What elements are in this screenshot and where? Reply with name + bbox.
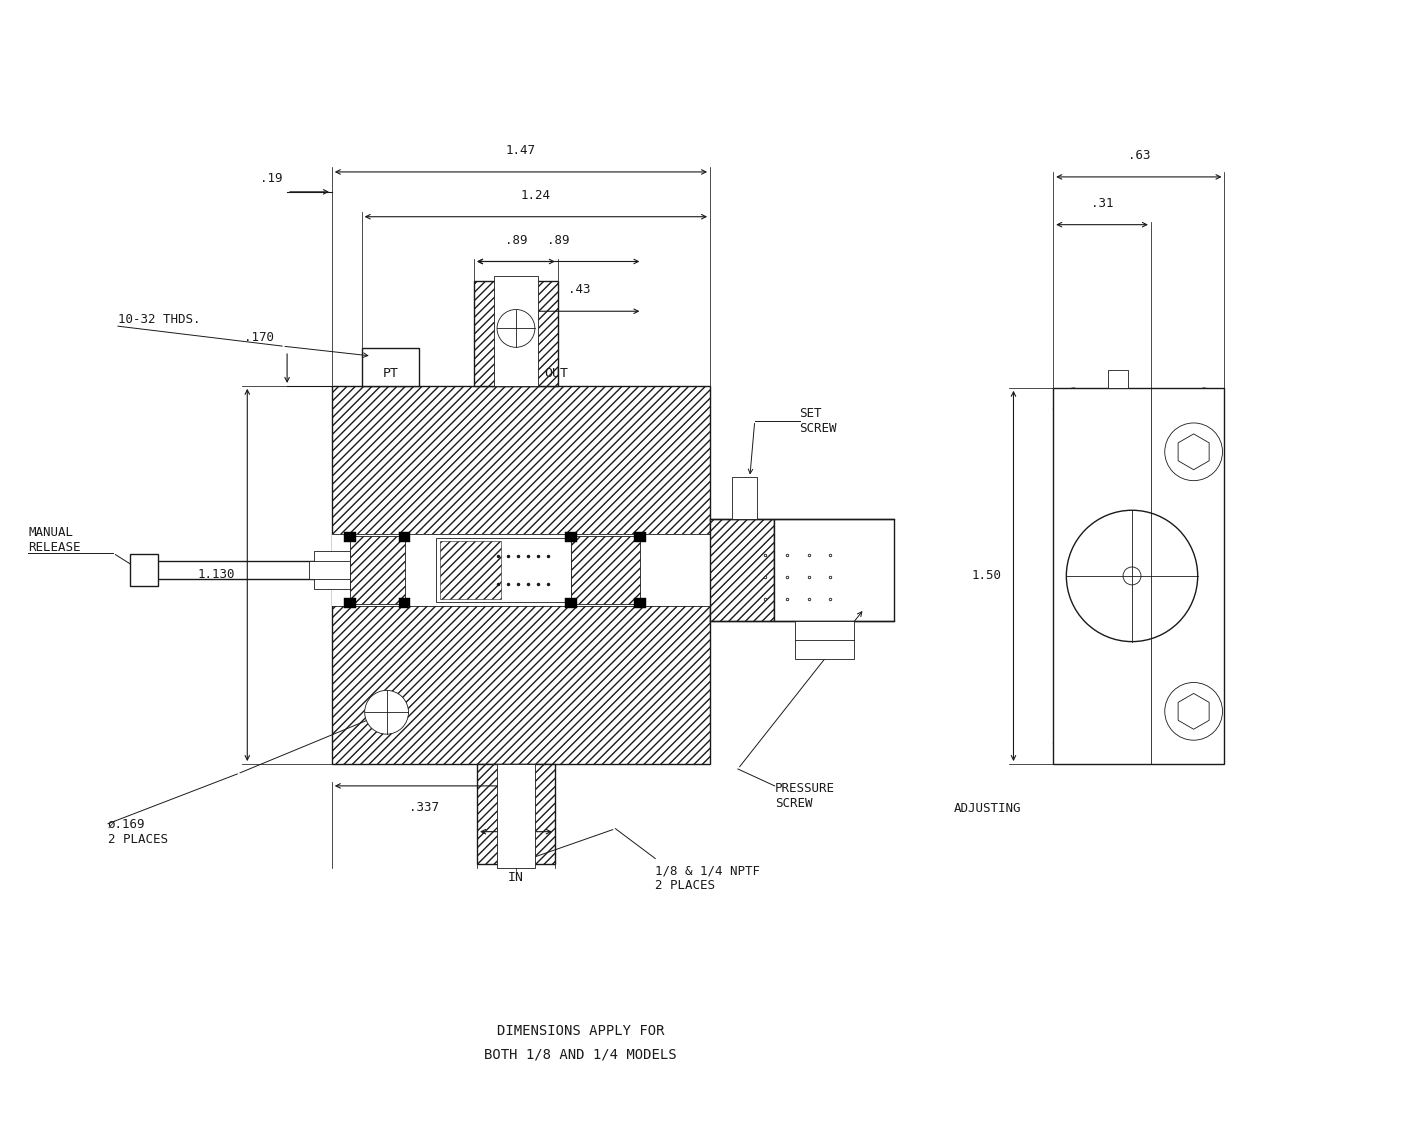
Text: ADJUSTING: ADJUSTING	[954, 802, 1022, 816]
Bar	[710, 520, 775, 621]
Text: 1.47: 1.47	[506, 144, 536, 158]
Bar	[733, 477, 757, 520]
Text: .337: .337	[410, 801, 439, 813]
Bar	[571, 537, 640, 604]
Bar	[130, 554, 157, 586]
Text: .19: .19	[259, 172, 282, 184]
Bar	[361, 348, 419, 386]
Text: ø.169
2 PLACES: ø.169 2 PLACES	[108, 818, 169, 846]
Bar	[332, 386, 710, 764]
Bar	[309, 561, 350, 579]
Text: 1/8 & 1/4 NPTF
2 PLACES: 1/8 & 1/4 NPTF 2 PLACES	[655, 864, 761, 892]
Text: .63: .63	[1128, 148, 1151, 162]
Text: OUT: OUT	[544, 367, 568, 380]
Bar	[344, 597, 356, 608]
Text: PT: PT	[383, 367, 398, 380]
Text: .89: .89	[504, 234, 527, 246]
Bar	[332, 534, 710, 605]
Circle shape	[497, 309, 534, 348]
Bar	[1053, 388, 1224, 764]
Bar	[635, 597, 646, 608]
Bar	[775, 520, 894, 621]
Circle shape	[364, 691, 408, 735]
Bar	[350, 537, 404, 604]
Text: MANUAL
RELEASE: MANUAL RELEASE	[28, 526, 81, 555]
Text: IN: IN	[507, 872, 524, 884]
Text: .89: .89	[547, 234, 570, 246]
Circle shape	[1165, 683, 1223, 740]
Bar	[398, 532, 411, 542]
Text: .77: .77	[504, 847, 527, 860]
Bar	[795, 621, 854, 658]
Text: PRESSURE
SCREW: PRESSURE SCREW	[775, 782, 835, 810]
Text: DIMENSIONS APPLY FOR
BOTH 1/8 AND 1/4 MODELS: DIMENSIONS APPLY FOR BOTH 1/8 AND 1/4 MO…	[485, 1024, 677, 1061]
Circle shape	[1124, 567, 1141, 585]
Bar	[344, 532, 356, 542]
Text: .170: .170	[244, 331, 273, 344]
Bar	[441, 541, 500, 598]
Bar	[398, 597, 411, 608]
Circle shape	[1067, 511, 1197, 641]
Text: .31: .31	[1091, 197, 1114, 209]
Bar	[436, 538, 571, 602]
Bar	[475, 281, 558, 386]
Text: 1.130: 1.130	[198, 568, 235, 582]
Text: 10-32 THDS.: 10-32 THDS.	[118, 313, 200, 326]
Bar	[315, 551, 350, 588]
Bar	[565, 597, 577, 608]
Text: SET
SCREW: SET SCREW	[799, 407, 837, 434]
Bar	[635, 532, 646, 542]
Bar	[495, 277, 538, 386]
Text: 1.50: 1.50	[972, 569, 1002, 583]
Bar	[1108, 370, 1128, 388]
Circle shape	[1165, 423, 1223, 480]
Bar	[478, 764, 555, 864]
Bar	[565, 532, 577, 542]
Text: 1.24: 1.24	[521, 189, 551, 201]
Bar	[497, 764, 534, 868]
Text: .43: .43	[568, 284, 591, 296]
